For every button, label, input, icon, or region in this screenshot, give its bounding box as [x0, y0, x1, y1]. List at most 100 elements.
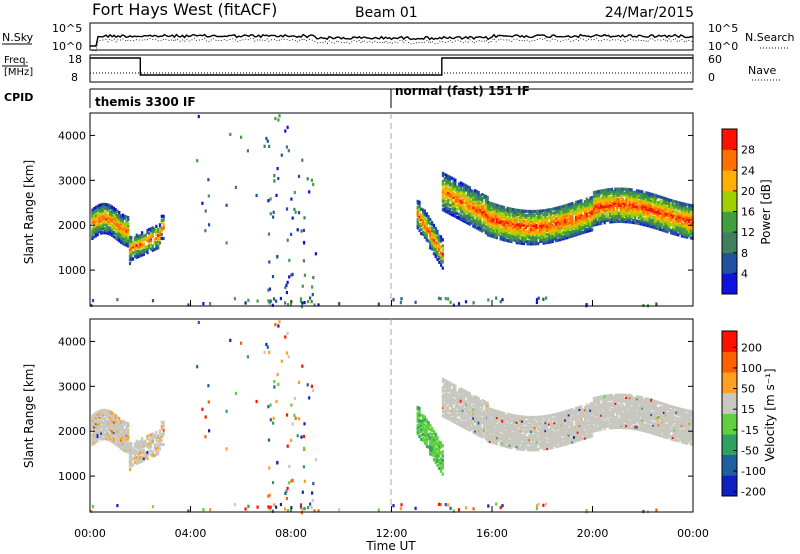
- nave-tick-low: 0: [708, 71, 715, 84]
- power-scatter: [302, 285, 304, 288]
- power-scatter: [270, 197, 272, 200]
- power-cell: [591, 228, 593, 231]
- power-cell: [440, 235, 442, 238]
- power-cell: [478, 191, 480, 194]
- power-scatter: [438, 297, 440, 300]
- beam-label: Beam 01: [355, 5, 418, 21]
- power-cell: [454, 179, 456, 182]
- power-scatter: [152, 299, 154, 302]
- freq-tick-low: 8: [71, 71, 78, 84]
- power-scatter: [288, 149, 290, 152]
- power-scatter: [298, 175, 300, 178]
- power-scatter: [245, 301, 247, 304]
- freq-panel: [90, 55, 693, 82]
- power-scatter: [290, 233, 292, 236]
- cpid-segment-2: normal (fast) 151 IF: [395, 84, 530, 98]
- power-scatter: [303, 259, 305, 262]
- velocity-cell: [155, 431, 157, 434]
- power-scatter: [290, 198, 292, 201]
- power-cell: [487, 196, 489, 199]
- power-cell: [152, 245, 154, 248]
- velocity-cell: [580, 405, 582, 408]
- power-cell: [442, 244, 444, 247]
- power-cell: [442, 238, 444, 241]
- power-scatter: [268, 145, 270, 148]
- power-scatter: [315, 252, 317, 255]
- power-scatter: [226, 204, 228, 207]
- power-scatter: [458, 302, 460, 305]
- power-scatter: [264, 145, 266, 148]
- power-scatter: [545, 297, 547, 300]
- power-cell: [424, 209, 426, 212]
- velocity-cell: [472, 422, 474, 425]
- power-cell: [127, 216, 129, 219]
- power-ylabel: Slant Range [km]: [22, 160, 36, 264]
- power-scatter: [268, 233, 270, 236]
- rti-svg: Fort Hays West (fitACF) Beam 01 24/Mar/2…: [0, 0, 800, 554]
- velocity-cell: [159, 447, 161, 450]
- power-scatter: [286, 291, 288, 294]
- power-cell: [418, 201, 420, 204]
- power-scatter: [312, 293, 314, 296]
- velocity-cell: [163, 443, 165, 446]
- freq-unit: [MHz]: [4, 67, 33, 78]
- power-scatter: [202, 302, 204, 305]
- power-cell: [427, 215, 429, 218]
- velocity-cell: [442, 450, 444, 453]
- power-scatter: [92, 299, 94, 302]
- power-scatter: [447, 297, 449, 300]
- power-cell: [143, 243, 145, 246]
- power-scatter: [247, 149, 249, 152]
- power-scatter: [209, 302, 211, 305]
- power-scatter: [284, 286, 286, 289]
- power-scatter: [284, 129, 286, 132]
- power-scatter: [536, 301, 538, 304]
- velocity-cell: [469, 392, 471, 395]
- power-scatter: [198, 115, 200, 118]
- power-cell: [129, 262, 131, 265]
- power-scatter: [303, 241, 305, 244]
- power-scatter: [226, 241, 228, 244]
- power-scatter: [267, 299, 269, 302]
- nsearch-label: N.Search: [745, 31, 795, 44]
- power-scatter: [308, 190, 310, 193]
- station-title: Fort Hays West (fitACF): [92, 0, 277, 19]
- power-scatter: [303, 216, 305, 219]
- power-scatter: [277, 177, 279, 180]
- power-scatter: [301, 302, 303, 305]
- velocity-cell: [442, 458, 444, 461]
- velocity-cell: [127, 422, 129, 425]
- freq-tick-high: 18: [68, 53, 82, 66]
- velocity-cell: [130, 442, 132, 445]
- power-cell: [159, 241, 161, 244]
- power-scatter: [292, 273, 294, 276]
- velocity-cell: [129, 468, 131, 471]
- power-cell: [161, 233, 163, 236]
- power-scatter: [272, 216, 274, 219]
- power-scatter: [465, 300, 467, 303]
- power-cell: [442, 252, 444, 255]
- y-tick-label: 1000: [58, 264, 86, 277]
- power-scatter: [235, 186, 237, 189]
- velocity-cell: [118, 417, 120, 420]
- power-scatter: [311, 285, 313, 288]
- rti-plot: Fort Hays West (fitACF) Beam 01 24/Mar/2…: [0, 0, 800, 554]
- velocity-cell: [442, 473, 444, 476]
- power-scatter: [304, 274, 306, 277]
- power-cell: [433, 224, 435, 227]
- power-scatter: [277, 167, 279, 170]
- velocity-cell: [436, 436, 438, 439]
- power-scatter: [281, 154, 283, 157]
- cpid-label: CPID: [4, 91, 33, 104]
- power-cell: [163, 215, 165, 218]
- power-scatter: [303, 229, 305, 232]
- velocity-cell: [161, 439, 163, 442]
- power-scatter: [272, 275, 274, 278]
- power-scatter: [278, 114, 280, 117]
- power-data: [90, 114, 693, 308]
- power-scatter: [229, 133, 231, 136]
- power-cell: [442, 267, 444, 270]
- y-tick-label: 4000: [58, 129, 86, 142]
- velocity-cell: [426, 418, 428, 421]
- velocity-cell: [152, 451, 154, 454]
